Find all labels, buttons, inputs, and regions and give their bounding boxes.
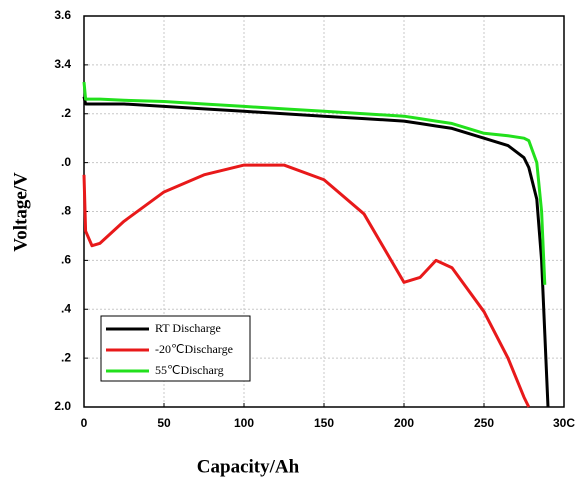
data-line <box>82 96 550 408</box>
x-tick-label: 30C <box>553 416 575 430</box>
y-tick-label: .8 <box>61 204 71 218</box>
y-tick-label: .4 <box>61 301 71 315</box>
y-tick-label: .6 <box>61 253 71 267</box>
y-tick-label: .2 <box>61 350 71 364</box>
x-axis-label: Capacity/Ah <box>197 456 300 477</box>
x-tick-label: 150 <box>314 416 334 430</box>
x-tick-label: 100 <box>234 416 254 430</box>
y-tick-label: .2 <box>61 106 71 120</box>
y-tick-label: 3.4 <box>54 57 71 71</box>
data-line <box>82 163 531 408</box>
y-tick-label: 3.6 <box>54 8 71 22</box>
y-axis-label: Voltage/V <box>10 172 31 252</box>
legend-label: 55℃Discharg <box>155 363 224 377</box>
x-tick-label: 250 <box>474 416 494 430</box>
x-tick-label: 50 <box>157 416 171 430</box>
x-tick-label: 0 <box>81 416 88 430</box>
legend-label: -20℃Discharge <box>155 342 233 356</box>
legend-label: RT Discharge <box>155 321 221 335</box>
data-line <box>82 81 547 285</box>
y-tick-label: .0 <box>61 155 71 169</box>
y-tick-label: 2.0 <box>54 399 71 413</box>
x-tick-label: 200 <box>394 416 414 430</box>
